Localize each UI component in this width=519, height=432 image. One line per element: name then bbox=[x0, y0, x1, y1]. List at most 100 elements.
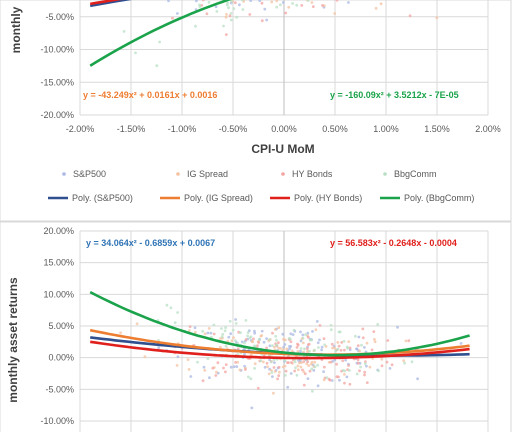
point-sp500 bbox=[260, 329, 264, 333]
point-hy bbox=[372, 330, 376, 333]
point-sp500 bbox=[288, 345, 291, 348]
point-hy bbox=[343, 381, 346, 385]
point-hy bbox=[248, 13, 252, 16]
x-tick-label: 0.00% bbox=[271, 124, 297, 134]
point-hy bbox=[361, 327, 365, 331]
bottom-equation-sp500: y = 34.064x² - 0.6859x + 0.0067 bbox=[86, 238, 215, 248]
point-bbg bbox=[317, 346, 320, 349]
point-sp500 bbox=[206, 331, 210, 335]
point-bbg bbox=[221, 332, 225, 336]
point-hy bbox=[260, 19, 264, 23]
top-trendlines bbox=[89, 0, 232, 67]
point-bbg bbox=[304, 333, 307, 337]
point-hy bbox=[318, 324, 322, 327]
point-bbg bbox=[220, 335, 224, 339]
point-sp500 bbox=[232, 365, 236, 368]
point-sp500 bbox=[202, 365, 206, 369]
y-tick-label: -5.00% bbox=[45, 384, 74, 394]
point-ig bbox=[219, 337, 222, 340]
point-sp500 bbox=[189, 375, 193, 378]
point-hy bbox=[343, 348, 346, 352]
top-chart: -5.00% -10.00% -15.00% -20.00% -2.00% -1.50%… bbox=[0, 0, 512, 222]
point-bbg bbox=[363, 362, 367, 366]
point-sp500 bbox=[268, 358, 271, 362]
point-hy bbox=[339, 348, 343, 352]
point-bbg bbox=[225, 3, 229, 7]
point-hy bbox=[233, 1, 237, 5]
point-hy bbox=[277, 374, 281, 377]
point-bbg bbox=[283, 359, 287, 363]
point-hy bbox=[271, 331, 274, 335]
x-tick-label: 2.00% bbox=[475, 124, 501, 134]
point-hy bbox=[348, 382, 352, 386]
point-bbg bbox=[212, 323, 216, 327]
point-sp500 bbox=[320, 345, 324, 349]
point-hy bbox=[284, 369, 288, 373]
point-bbg bbox=[234, 339, 237, 342]
point-sp500 bbox=[306, 331, 310, 335]
point-sp500 bbox=[273, 361, 276, 364]
point-hy bbox=[390, 363, 394, 367]
point-hy bbox=[385, 360, 389, 364]
point-bbg bbox=[165, 303, 169, 307]
point-bbg bbox=[249, 335, 253, 339]
point-bbg bbox=[270, 371, 274, 374]
point-ig bbox=[253, 362, 257, 366]
point-ig bbox=[249, 353, 253, 357]
top-legend: S&P500 IG Spread HY Bonds BbgComm Poly. (S&P… bbox=[48, 169, 474, 203]
trendline-hy bbox=[90, 340, 470, 360]
point-bbg bbox=[226, 1, 230, 5]
point-ig bbox=[273, 345, 276, 349]
point-hy bbox=[214, 374, 218, 377]
point-hy bbox=[289, 340, 293, 344]
point-hy bbox=[337, 344, 341, 348]
point-sp500 bbox=[167, 0, 170, 3]
point-bbg bbox=[345, 345, 349, 349]
point-sp500 bbox=[238, 3, 241, 7]
point-sp500 bbox=[253, 329, 256, 333]
point-hy bbox=[244, 338, 248, 341]
point-sp500 bbox=[347, 1, 350, 4]
point-ig bbox=[215, 370, 218, 374]
point-hy bbox=[234, 361, 238, 364]
point-bbg bbox=[252, 344, 256, 348]
point-hy bbox=[224, 370, 227, 374]
point-ig bbox=[358, 349, 361, 353]
top-chart-frame bbox=[0, 0, 512, 222]
point-bbg bbox=[403, 361, 406, 365]
point-hy bbox=[356, 358, 360, 362]
point-sp500 bbox=[396, 325, 399, 329]
x-tick-label: -0.50% bbox=[219, 124, 248, 134]
point-bbg bbox=[243, 341, 246, 345]
point-sp500 bbox=[363, 346, 366, 349]
point-hy bbox=[347, 364, 350, 367]
point-bbg bbox=[224, 344, 228, 348]
point-sp500 bbox=[315, 320, 319, 323]
point-ig bbox=[143, 355, 147, 359]
point-hy bbox=[364, 360, 367, 364]
point-ig bbox=[373, 340, 377, 344]
point-ig bbox=[232, 336, 235, 340]
top-scatter-points bbox=[122, 0, 439, 68]
point-sp500 bbox=[288, 347, 291, 351]
point-hy bbox=[305, 347, 309, 350]
point-sp500 bbox=[229, 332, 233, 336]
point-sp500 bbox=[312, 369, 316, 372]
point-bbg bbox=[229, 18, 233, 22]
point-sp500 bbox=[316, 384, 320, 388]
point-sp500 bbox=[250, 406, 254, 410]
x-tick-label: 1.50% bbox=[424, 124, 450, 134]
point-ig bbox=[187, 368, 191, 371]
point-hy bbox=[328, 378, 332, 382]
point-hy bbox=[277, 365, 281, 369]
point-ig bbox=[175, 364, 179, 367]
point-sp500 bbox=[235, 365, 239, 368]
point-ig bbox=[374, 6, 378, 10]
point-ig bbox=[270, 368, 273, 372]
point-ig bbox=[404, 339, 408, 343]
point-sp500 bbox=[291, 333, 295, 336]
point-sp500 bbox=[193, 326, 197, 330]
point-bbg bbox=[222, 24, 225, 28]
legend-marker-ig bbox=[176, 172, 180, 176]
point-ig bbox=[282, 337, 285, 341]
